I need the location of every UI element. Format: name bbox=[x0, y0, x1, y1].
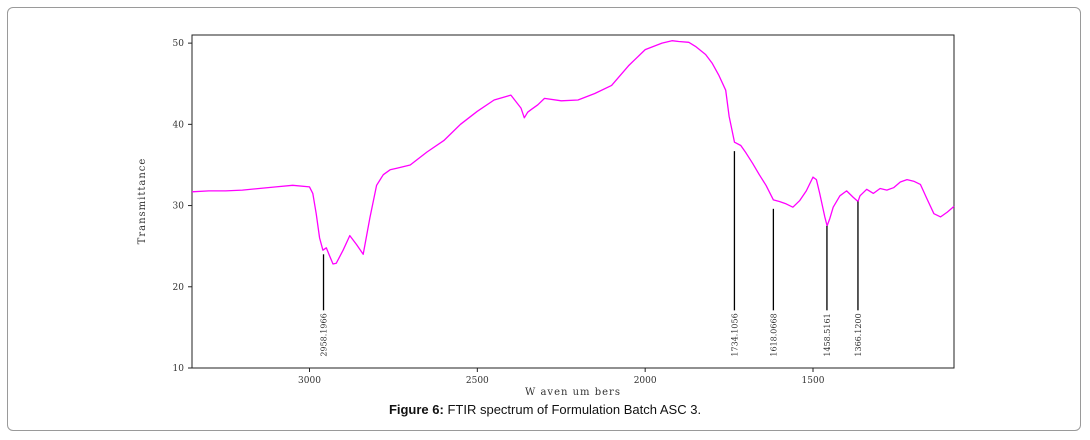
peak-label: 1734.1056 bbox=[730, 313, 739, 356]
peak-label: 1458.5161 bbox=[823, 313, 832, 356]
y-tick-label: 40 bbox=[173, 120, 185, 130]
figure-caption: Figure 6: FTIR spectrum of Formulation B… bbox=[0, 402, 1090, 417]
peak-label: 2958.1966 bbox=[320, 313, 329, 356]
y-tick-label: 30 bbox=[173, 202, 185, 212]
y-axis-ticks: 10 20 30 40 50 bbox=[173, 39, 192, 374]
peak-label: 1366.1200 bbox=[854, 313, 863, 356]
figure-frame bbox=[7, 7, 1081, 431]
y-tick-label: 20 bbox=[173, 283, 185, 293]
x-tick-label: 1500 bbox=[802, 376, 825, 386]
plot-area-border bbox=[191, 34, 955, 369]
spectrum-line bbox=[191, 40, 955, 265]
y-axis-label: Transmittance bbox=[137, 158, 148, 245]
x-tick-label: 2000 bbox=[634, 376, 657, 386]
x-axis-label: W aven um bers bbox=[525, 387, 621, 398]
y-tick-label: 10 bbox=[173, 364, 185, 374]
series-layer bbox=[191, 40, 955, 265]
x-tick-label: 2500 bbox=[466, 376, 489, 386]
caption-label: Figure 6: bbox=[388, 402, 444, 417]
x-axis-ticks: 3000 2500 2000 1500 bbox=[298, 368, 825, 386]
peak-annotations: 2958.1966 1734.1056 1618.0668 1458.5161 1366… bbox=[320, 151, 863, 357]
caption-text: FTIR spectrum of Formulation Batch ASC 3… bbox=[447, 402, 702, 417]
x-tick-label: 3000 bbox=[298, 376, 321, 386]
y-tick-label: 50 bbox=[173, 39, 185, 49]
peak-label: 1618.0668 bbox=[769, 313, 778, 356]
